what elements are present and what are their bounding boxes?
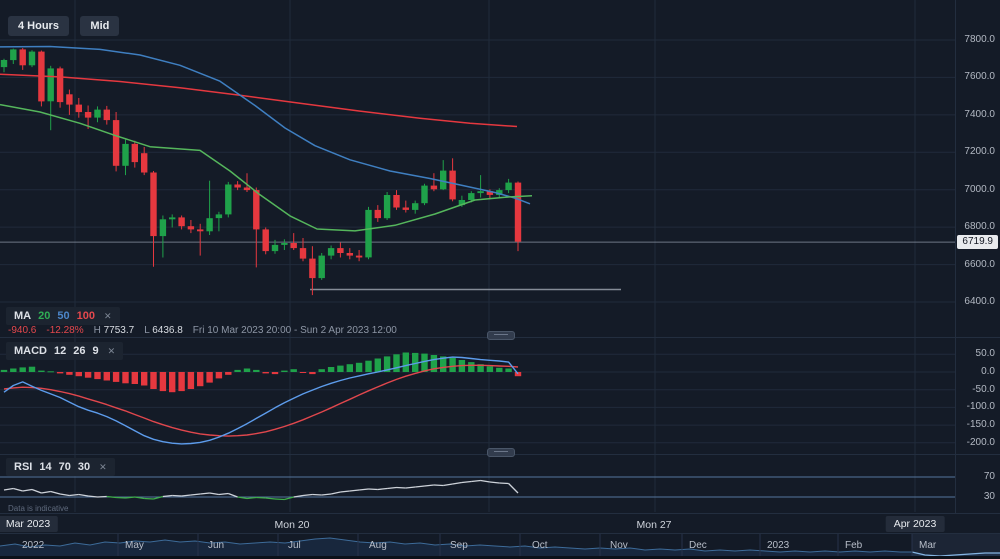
price-axis[interactable]: 7800.0 7600.0 7400.0 7200.0 7000.0 6800.0 6600…	[954, 0, 1000, 512]
rsi-overbought: 70	[58, 461, 71, 473]
macd-signal: 9	[92, 345, 99, 357]
navigator-month-label: Oct	[532, 540, 548, 551]
interval-button[interactable]: 4 Hours	[8, 16, 69, 36]
price-axis-label: 6400.0	[964, 296, 995, 307]
rsi-period: 14	[39, 461, 52, 473]
macd-axis-label: -200.0	[966, 437, 995, 448]
rsi-legend: RSI 14 70 30 ✕	[6, 458, 115, 476]
price-axis-label: 7000.0	[964, 184, 995, 195]
price-type-button[interactable]: Mid	[80, 16, 120, 36]
macd-slow: 26	[73, 345, 86, 357]
time-axis-label: Mar 2023	[0, 516, 59, 532]
ma-period-100: 100	[76, 310, 95, 322]
price-axis-label: 6600.0	[964, 259, 995, 270]
time-axis-label: Apr 2023	[885, 516, 945, 532]
navigator-month-label: Jun	[208, 540, 225, 551]
navigator-month-label: Sep	[450, 540, 468, 551]
price-axis-label: 6800.0	[964, 221, 995, 232]
navigator-month-label: 2022	[22, 540, 45, 551]
navigator-month-label: May	[125, 540, 144, 551]
price-axis-label: 7800.0	[964, 34, 995, 45]
macd-axis-label: 50.0	[975, 348, 995, 359]
macd-legend-name: MACD	[14, 345, 47, 357]
navigator-month-label: Feb	[845, 540, 863, 551]
rsi-axis-label: 30	[983, 491, 995, 502]
macd-legend: MACD 12 26 9 ✕	[6, 342, 124, 360]
time-axis[interactable]: Mar 2023 Mon 20 Mon 27 Apr 2023	[0, 514, 1000, 533]
rsi-legend-name: RSI	[14, 461, 33, 473]
macd-axis-label: -100.0	[966, 401, 995, 412]
macd-panel-resize-handle[interactable]	[487, 331, 515, 340]
rsi-oversold: 30	[77, 461, 91, 473]
navigator-month-label: Nov	[610, 540, 628, 551]
navigator-month-label: Aug	[369, 540, 387, 551]
macd-fast: 12	[54, 345, 67, 357]
macd-remove-icon[interactable]: ✕	[107, 345, 116, 356]
time-axis-label: Mon 27	[636, 519, 672, 531]
macd-axis-label: -150.0	[966, 419, 995, 430]
navigator-month-label: Mar	[919, 540, 937, 551]
price-axis-label: 7600.0	[964, 71, 995, 82]
ma-legend-name: MA	[14, 310, 32, 322]
time-axis-label: Mon 20	[274, 519, 310, 531]
rsi-remove-icon[interactable]: ✕	[99, 461, 107, 472]
macd-axis-label: -50.0	[972, 384, 995, 395]
price-axis-label: 7200.0	[964, 146, 995, 157]
ma-legend: MA 20 50 100 ✕	[6, 307, 120, 325]
macd-axis-label: 0.0	[981, 366, 995, 377]
current-price-tag: 6719.9	[957, 235, 998, 249]
ma-period-20: 20	[38, 310, 51, 322]
navigator-month-label: Jul	[288, 540, 301, 551]
price-axis-label: 7400.0	[964, 109, 995, 120]
change-percent: -12.28%	[46, 325, 84, 336]
date-range: Fri 10 Mar 2023 20:00 - Sun 2 Apr 2023 1…	[192, 325, 397, 336]
change-value: -940.6	[8, 325, 37, 336]
data-indicative-note: Data is indicative	[8, 504, 69, 513]
rsi-panel-resize-handle[interactable]	[487, 448, 515, 457]
period-stats: -940.6 -12.28% H 7753.7 L 6436.8 Fri 10 …	[8, 325, 397, 336]
low-value: L 6436.8	[144, 325, 183, 336]
navigator-month-label: Dec	[689, 540, 707, 551]
ma-period-50: 50	[57, 310, 70, 322]
ma-remove-icon[interactable]: ✕	[103, 310, 112, 321]
toolbar: 4 Hours Mid	[8, 16, 126, 36]
rsi-axis-label: 70	[983, 471, 995, 482]
high-value: H 7753.7	[93, 325, 135, 336]
navigator-month-label: 2023	[767, 540, 790, 551]
